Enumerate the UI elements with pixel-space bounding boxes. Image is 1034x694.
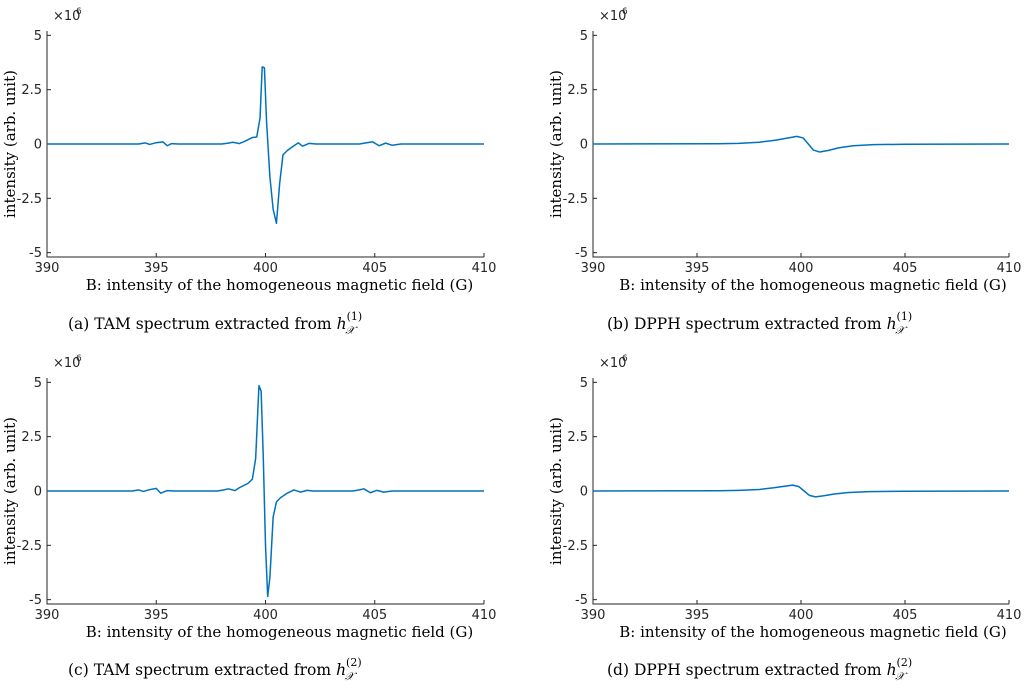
y-tick-label: -2.5 xyxy=(563,539,588,554)
y-tick-label: 0 xyxy=(580,138,588,153)
y-tick-label: 0 xyxy=(34,138,42,153)
y-axis-label: intensity (arb. unit) xyxy=(547,70,565,218)
chart-panel-d: 390 395 400 405 410 5 2.5 0 -2.5 -5 ×106 intensity … xyxy=(547,354,1021,683)
caption-symbol: h xyxy=(887,315,897,333)
y-axis-label: intensity (arb. unit) xyxy=(547,417,565,565)
caption-subscript: 𝒳 xyxy=(895,324,908,337)
y-axis-label: intensity (arb. unit) xyxy=(1,417,19,565)
caption-symbol: h xyxy=(337,315,347,333)
x-tick-label: 410 xyxy=(472,608,497,623)
caption-superscript: (2) xyxy=(346,656,362,669)
x-tick-label: 390 xyxy=(581,261,606,276)
x-axis-label: B: intensity of the homogeneous magnetic… xyxy=(619,623,1006,641)
x-tick-label: 405 xyxy=(893,261,918,276)
caption-subscript: 𝒳 xyxy=(895,670,908,683)
x-tick-label: 390 xyxy=(581,608,606,623)
y-tick-label: -2.5 xyxy=(17,192,42,207)
subfigure-caption: (b) DPPH spectrum extracted from h(1) 𝒳 xyxy=(607,310,912,337)
chart-panel-a: 390 395 400 405 410 5 2.5 0 -2.5 -5 ×106 intensity … xyxy=(1,7,496,337)
x-tick-label: 405 xyxy=(893,608,918,623)
exponent-base: ×10 xyxy=(53,9,80,24)
y-tick-label: 0 xyxy=(580,485,588,500)
caption-superscript: (2) xyxy=(897,656,913,669)
x-tick-label: 390 xyxy=(35,608,60,623)
chart-panel-c: 390 395 400 405 410 5 2.5 0 -2.5 -5 ×106 intensity … xyxy=(1,354,496,683)
caption-subscript: 𝒳 xyxy=(345,670,358,683)
caption-text: (c) TAM spectrum extracted from xyxy=(68,661,331,679)
caption-text: (d) DPPH spectrum extracted from xyxy=(607,661,882,679)
y-tick-label: -2.5 xyxy=(563,192,588,207)
exponent-base: ×10 xyxy=(599,9,626,24)
series-line-0 xyxy=(47,66,484,225)
x-tick-label: 395 xyxy=(685,261,710,276)
x-tick-label: 400 xyxy=(253,261,278,276)
y-tick-label: 5 xyxy=(580,29,588,44)
caption-text: (a) TAM spectrum extracted from xyxy=(68,315,332,333)
y-tick-label: 2.5 xyxy=(567,430,588,445)
exponent-power: 6 xyxy=(622,7,628,17)
x-tick-label: 410 xyxy=(472,261,497,276)
x-tick-label: 410 xyxy=(997,261,1022,276)
exponent-power: 6 xyxy=(76,354,82,364)
caption-superscript: (1) xyxy=(347,310,363,323)
y-tick-label: 5 xyxy=(34,29,42,44)
caption-text: (b) DPPH spectrum extracted from xyxy=(607,315,882,333)
x-tick-label: 400 xyxy=(789,261,814,276)
x-tick-label: 400 xyxy=(253,608,278,623)
x-tick-label: 390 xyxy=(35,261,60,276)
x-tick-label: 400 xyxy=(789,608,814,623)
exponent-power: 6 xyxy=(622,354,628,364)
caption-subscript: 𝒳 xyxy=(345,324,358,337)
x-tick-label: 405 xyxy=(362,608,387,623)
exponent-base: ×10 xyxy=(599,356,626,371)
subfigure-caption: (d) DPPH spectrum extracted from h(2) 𝒳 xyxy=(607,656,912,683)
x-tick-label: 395 xyxy=(144,261,169,276)
subfigure-caption: (a) TAM spectrum extracted from h(1) 𝒳 xyxy=(68,310,362,337)
exponent-power: 6 xyxy=(76,7,82,17)
y-tick-label: -5 xyxy=(575,246,588,261)
subfigure-caption: (c) TAM spectrum extracted from h(2) 𝒳 xyxy=(68,656,362,683)
x-tick-label: 395 xyxy=(144,608,169,623)
series-line-0 xyxy=(592,484,1010,498)
y-tick-label: -2.5 xyxy=(17,539,42,554)
y-tick-label: 5 xyxy=(34,376,42,391)
y-tick-label: -5 xyxy=(29,593,42,608)
x-tick-label: 395 xyxy=(685,608,710,623)
x-tick-label: 405 xyxy=(362,261,387,276)
series-line-0 xyxy=(592,135,1010,153)
y-tick-label: 0 xyxy=(34,485,42,500)
x-axis-label: B: intensity of the homogeneous magnetic… xyxy=(619,276,1006,294)
x-axis-label: B: intensity of the homogeneous magnetic… xyxy=(86,623,473,641)
chart-panel-b: 390 395 400 405 410 5 2.5 0 -2.5 -5 ×106 intensity … xyxy=(547,7,1021,337)
x-tick-label: 410 xyxy=(997,608,1022,623)
series-line-0 xyxy=(47,384,484,598)
exponent-base: ×10 xyxy=(53,356,80,371)
y-tick-label: 2.5 xyxy=(21,430,42,445)
caption-symbol: h xyxy=(336,661,346,679)
x-axis-label: B: intensity of the homogeneous magnetic… xyxy=(86,276,473,294)
caption-symbol: h xyxy=(887,661,897,679)
y-tick-label: -5 xyxy=(575,593,588,608)
y-tick-label: 5 xyxy=(580,376,588,391)
y-tick-label: -5 xyxy=(29,246,42,261)
y-tick-label: 2.5 xyxy=(21,83,42,98)
y-axis-label: intensity (arb. unit) xyxy=(1,70,19,218)
caption-superscript: (1) xyxy=(897,310,913,323)
y-tick-label: 2.5 xyxy=(567,83,588,98)
